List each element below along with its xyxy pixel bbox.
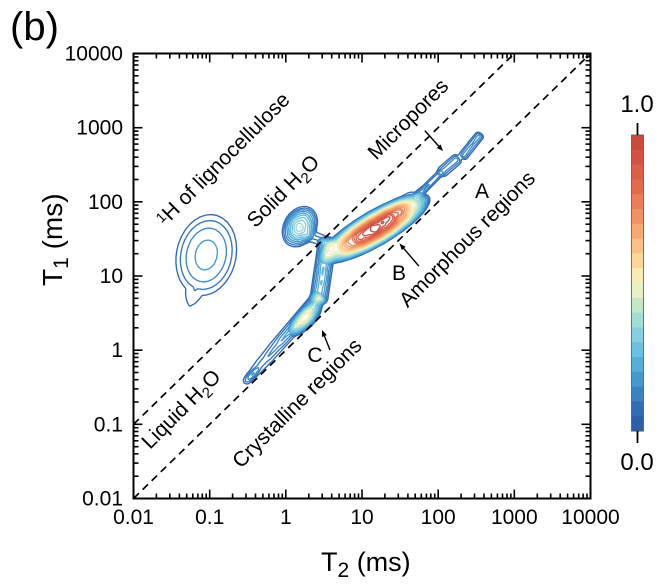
svg-text:10000: 10000 bbox=[561, 506, 619, 529]
svg-text:0.01: 0.01 bbox=[82, 488, 123, 511]
svg-text:10: 10 bbox=[350, 506, 373, 529]
svg-text:1000: 1000 bbox=[491, 506, 538, 529]
svg-text:1.0: 1.0 bbox=[620, 91, 653, 118]
svg-text:A: A bbox=[475, 180, 489, 203]
svg-text:C: C bbox=[307, 344, 322, 367]
svg-text:1: 1 bbox=[280, 506, 292, 529]
svg-text:100: 100 bbox=[421, 506, 456, 529]
svg-text:1000: 1000 bbox=[76, 117, 123, 140]
svg-text:0.1: 0.1 bbox=[195, 506, 224, 529]
svg-text:T2 (ms): T2 (ms) bbox=[321, 547, 411, 580]
svg-text:10: 10 bbox=[100, 265, 123, 288]
svg-text:0.0: 0.0 bbox=[620, 449, 653, 476]
svg-text:B: B bbox=[392, 262, 406, 285]
svg-text:(b): (b) bbox=[10, 5, 59, 49]
svg-text:T1 (ms): T1 (ms) bbox=[37, 193, 73, 286]
svg-text:1: 1 bbox=[111, 339, 123, 362]
svg-text:10000: 10000 bbox=[65, 43, 123, 66]
svg-text:0.1: 0.1 bbox=[94, 413, 123, 436]
svg-text:0.01: 0.01 bbox=[113, 506, 154, 529]
svg-text:100: 100 bbox=[88, 191, 123, 214]
